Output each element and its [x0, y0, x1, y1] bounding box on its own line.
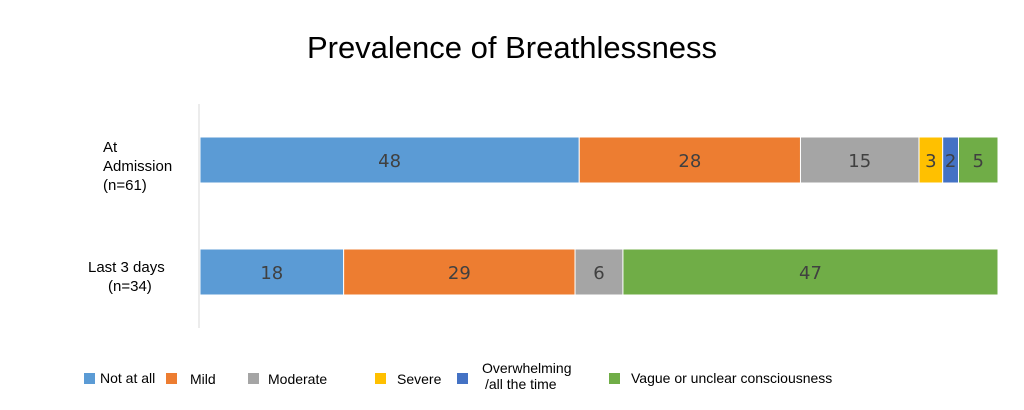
data-label: 3: [925, 151, 936, 172]
bar-segment: [622, 248, 999, 296]
bar-segment: [343, 248, 576, 296]
bar-segment: [199, 136, 580, 184]
data-label: 28: [678, 151, 701, 172]
legend-swatch: [609, 373, 620, 384]
legend-label: Vague or unclear consciousness: [631, 370, 833, 386]
legend-label: Not at all: [100, 370, 156, 386]
data-label: 18: [260, 263, 283, 284]
legend-label: Mild: [190, 371, 216, 387]
legend-label: /all the time: [485, 376, 557, 392]
legend-label: Moderate: [268, 371, 328, 387]
bar-segment: [574, 248, 624, 296]
data-label: 2: [945, 151, 956, 172]
bar-segment: [799, 136, 920, 184]
bar-segment: [957, 136, 999, 184]
category-label-line: (n=61): [103, 177, 147, 194]
data-label: 15: [848, 151, 871, 172]
category-label-line: (n=34): [108, 278, 152, 295]
legend-label: Overwhelming: [482, 360, 572, 376]
legend-swatch: [248, 373, 259, 384]
bar-segment: [199, 248, 345, 296]
chart-title: Prevalence of Breathlessness: [306, 30, 718, 65]
bar-segment: [578, 136, 801, 184]
data-label: 48: [378, 151, 401, 172]
legend-swatch: [166, 373, 177, 384]
category-label-line: At: [103, 139, 118, 156]
data-label: 6: [593, 263, 604, 284]
legend-swatch: [84, 373, 95, 384]
data-label: 5: [973, 151, 984, 172]
category-label-line: Admission: [103, 158, 173, 175]
data-label: 29: [448, 263, 471, 284]
category-label-line: Last 3 days: [88, 259, 165, 276]
legend-swatch: [457, 373, 468, 384]
data-label: 47: [799, 263, 822, 284]
legend-swatch: [375, 373, 386, 384]
legend-label: Severe: [397, 371, 442, 387]
